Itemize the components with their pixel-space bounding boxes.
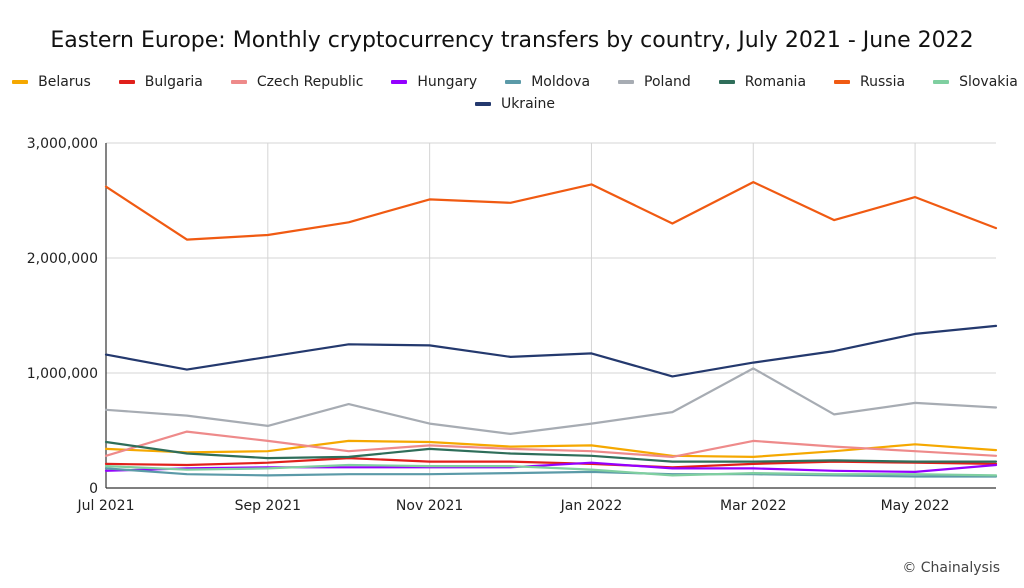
series-line-bulgaria bbox=[104, 457, 998, 469]
legend-item: Russia bbox=[834, 74, 905, 90]
legend-swatch bbox=[505, 80, 522, 84]
x-tick-label: Jul 2021 bbox=[77, 498, 135, 514]
legend-row: Belarus Bulgaria Czech Republic Hungary Mold… bbox=[12, 74, 1018, 90]
series-line-czech-republic bbox=[104, 430, 998, 458]
legend-label: Hungary bbox=[417, 74, 478, 90]
legend-swatch bbox=[230, 80, 247, 84]
legend-swatch bbox=[933, 80, 950, 84]
legend-swatch bbox=[474, 102, 491, 106]
legend-swatch bbox=[618, 80, 635, 84]
series-line-romania bbox=[104, 440, 998, 463]
x-tick-label: May 2022 bbox=[881, 498, 950, 514]
y-tick-label: 1,000,000 bbox=[27, 366, 98, 382]
x-tick-label: Sep 2021 bbox=[235, 498, 301, 514]
legend-label: Russia bbox=[860, 74, 906, 90]
legend-item: Poland bbox=[618, 74, 691, 90]
legend-item: Slovakia bbox=[933, 74, 1018, 90]
legend-item: Romania bbox=[718, 74, 807, 90]
source-credit: © Chainalysis bbox=[902, 560, 1000, 576]
x-tick-label: Mar 2022 bbox=[720, 498, 787, 514]
series-line-ukraine bbox=[104, 324, 998, 378]
legend-label: Slovakia bbox=[959, 74, 1018, 90]
legend-label: Czech Republic bbox=[256, 74, 364, 90]
legend-label: Romania bbox=[744, 74, 807, 90]
series-line-poland bbox=[104, 367, 998, 435]
legend-item: Moldova bbox=[505, 74, 590, 90]
series-line-hungary bbox=[104, 461, 998, 473]
legend-label: Ukraine bbox=[500, 96, 556, 112]
series-line-moldova bbox=[104, 467, 998, 478]
chart-legend: Belarus Bulgaria Czech Republic Hungary Mold… bbox=[12, 74, 1018, 118]
series-line-slovakia bbox=[104, 463, 998, 477]
series-line-belarus bbox=[104, 439, 998, 458]
series-line-russia bbox=[104, 181, 998, 241]
legend-swatch bbox=[118, 80, 135, 84]
legend-swatch bbox=[391, 80, 408, 84]
y-tick-label: 2,000,000 bbox=[27, 251, 98, 267]
legend-label: Belarus bbox=[38, 74, 91, 90]
y-tick-label: 3,000,000 bbox=[27, 136, 98, 152]
x-tick-label: Jan 2022 bbox=[560, 498, 623, 514]
legend-item: Belarus bbox=[12, 74, 91, 90]
legend-item: Hungary bbox=[391, 74, 477, 90]
legend-label: Poland bbox=[644, 74, 691, 90]
y-tick-label: 0 bbox=[89, 481, 98, 497]
legend-item: Czech Republic bbox=[230, 74, 364, 90]
legend-item: Bulgaria bbox=[118, 74, 203, 90]
legend-label: Bulgaria bbox=[144, 74, 203, 90]
legend-swatch bbox=[834, 80, 851, 84]
legend-label: Moldova bbox=[531, 74, 591, 90]
chart-title: Eastern Europe: Monthly cryptocurrency t… bbox=[50, 28, 974, 53]
x-tick-label: Nov 2021 bbox=[396, 498, 463, 514]
legend-swatch bbox=[12, 80, 29, 84]
legend-item: Ukraine bbox=[474, 96, 556, 112]
legend-row: Ukraine bbox=[20, 96, 1010, 112]
legend-swatch bbox=[718, 80, 735, 84]
